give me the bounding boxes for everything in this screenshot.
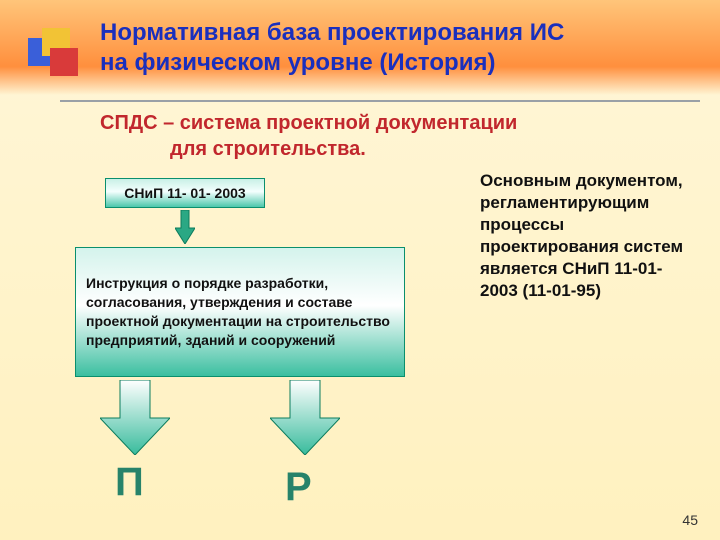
subtitle-line-2: для строительства. — [100, 138, 366, 160]
arrow-down-small-icon — [175, 210, 195, 244]
page-number: 45 — [682, 512, 698, 528]
slide-title: Нормативная база проектирования ИС на фи… — [100, 18, 564, 78]
instruction-box: Инструкция о порядке разработки, согласо… — [75, 247, 405, 377]
divider-line — [60, 100, 700, 102]
arrow-down-big-2-icon — [270, 380, 340, 455]
side-paragraph: Основным документом, регламентирующим пр… — [480, 170, 700, 303]
subtitle: СПДС – система проектной документации дл… — [100, 110, 517, 162]
snip-box-text: СНиП 11- 01- 2003 — [124, 185, 245, 201]
snip-box: СНиП 11- 01- 2003 — [105, 178, 265, 208]
slide: Нормативная база проектирования ИС на фи… — [0, 0, 720, 540]
letter-r: Р — [285, 465, 312, 510]
title-line-1: Нормативная база проектирования ИС — [100, 19, 564, 46]
instruction-box-text: Инструкция о порядке разработки, согласо… — [86, 274, 394, 350]
arrow-down-big-1-icon — [100, 380, 170, 455]
letter-p: П — [115, 460, 144, 505]
logo-square-front — [50, 48, 78, 76]
title-line-2: на физическом уровне (История) — [100, 49, 495, 76]
subtitle-line-1: СПДС – система проектной документации — [100, 112, 517, 134]
